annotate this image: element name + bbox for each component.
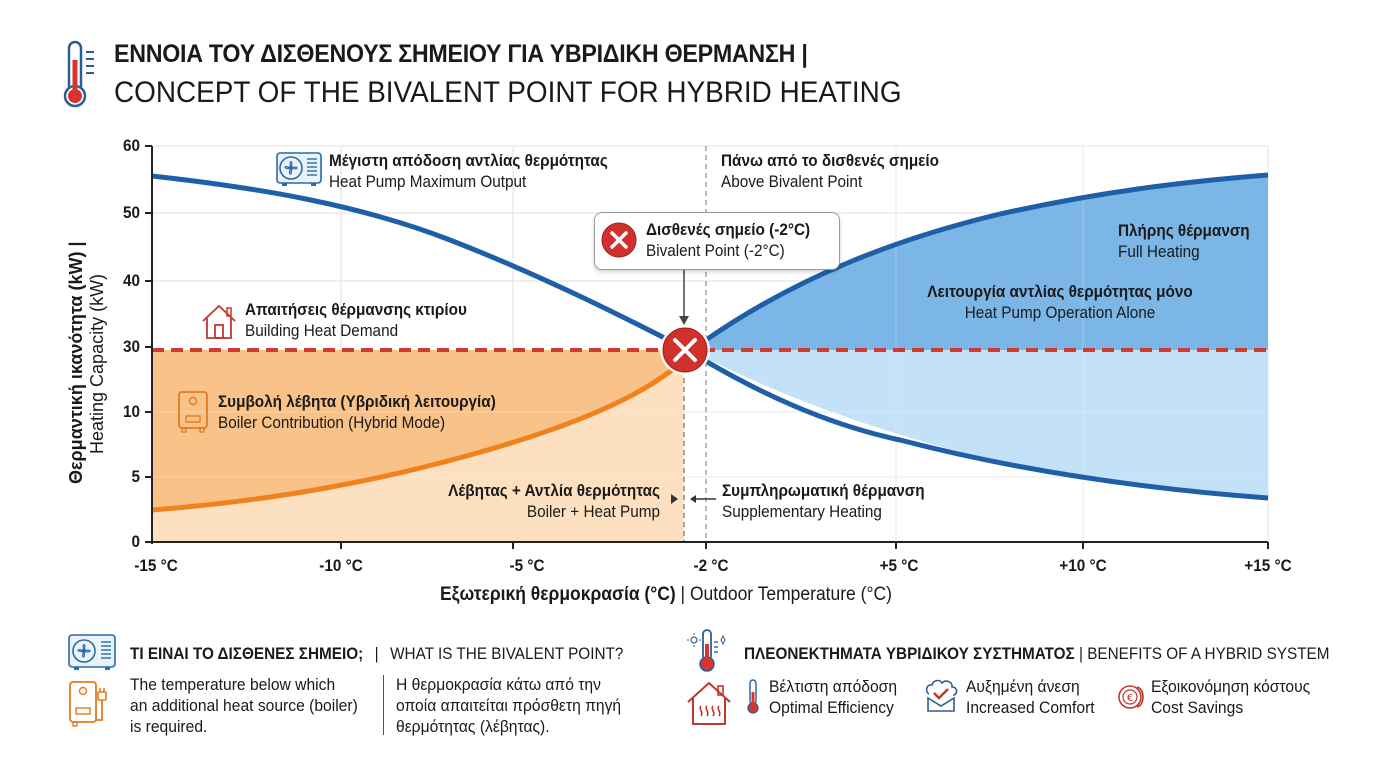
info-left-en-line3: is required. xyxy=(130,717,208,736)
info-right-heading-english: BENEFITS OF A HYBRID SYSTEM xyxy=(1087,644,1330,663)
xtick-minus2: -2 °C xyxy=(693,556,729,575)
hp-alone-english: Heat Pump Operation Alone xyxy=(964,303,1156,322)
above-bivalent-label: Πάνω από το δισθενές σημείο Above Bivale… xyxy=(721,150,963,192)
supplementary-english: Supplementary Heating xyxy=(722,502,882,521)
house-icon xyxy=(200,302,238,345)
above-bivalent-greek: Πάνω από το δισθενές σημείο xyxy=(721,151,940,170)
info-left-heading-greek: ΤΙ ΕΙΝΑΙ ΤΟ ΔΙΣΘΕΝΕΣ ΣΗΜΕΙΟ; xyxy=(130,644,364,663)
hp-max-greek: Μέγιστη απόδοση αντλίας θερμότητας xyxy=(329,151,608,170)
ytick-5: 5 xyxy=(131,467,140,486)
title-english: CONCEPT OF THE BIVALENT POINT FOR HYBRID… xyxy=(114,76,902,109)
boiler-contribution-greek: Συμβολή λέβητα (Υβριδική λειτουργία) xyxy=(218,392,496,411)
supplementary-greek: Συμπληρωματική θέρμανση xyxy=(722,481,925,500)
heat-pump-icon xyxy=(276,152,322,193)
benefit-comfort: Αυξημένη άνεση Increased Comfort xyxy=(966,676,1095,718)
boiler-contribution-english: Boiler Contribution (Hybrid Mode) xyxy=(218,413,446,432)
ytick-0: 0 xyxy=(131,532,140,551)
orange-fill-dark xyxy=(152,350,684,510)
coin-icon: € xyxy=(1117,684,1147,715)
benefit-cost: Εξοικονόμηση κόστους Cost Savings xyxy=(1151,676,1310,718)
building-demand-english: Building Heat Demand xyxy=(245,321,399,340)
info-right-heading: ΠΛΕΟΝΕΚΤΗΜΑΤΑ ΥΒΡΙΔΙΚΟΥ ΣΥΣΤΗΜΑΤΟΣ | BEN… xyxy=(744,644,1330,663)
xtick-plus5: +5 °C xyxy=(879,556,919,575)
info-left-en-line1: The temperature below which xyxy=(130,675,336,694)
full-heating-english: Full Heating xyxy=(1118,242,1200,261)
info-heat-pump-icon xyxy=(68,634,116,677)
ytick-10: 10 xyxy=(122,402,140,421)
info-right-heading-greek: ΠΛΕΟΝΕΚΤΗΜΑΤΑ ΥΒΡΙΔΙΚΟΥ ΣΥΣΤΗΜΑΤΟΣ xyxy=(744,644,1075,663)
svg-text:€: € xyxy=(1127,693,1133,704)
info-left-gr-line3: θερμότητας (λέβητας). xyxy=(396,717,550,736)
bivalent-marker-icon xyxy=(660,325,710,375)
benefits-thermometer-icon xyxy=(686,628,730,679)
hp-max-english: Heat Pump Maximum Output xyxy=(329,172,527,191)
x-axis-label-separator: | xyxy=(675,584,690,605)
xtick-minus10: -10 °C xyxy=(319,556,363,575)
info-left-gr-line2: οποία απαιτείται πρόσθετη πηγή xyxy=(396,696,622,715)
hp-max-label: Μέγιστη απόδοση αντλίας θερμότητας Heat … xyxy=(329,150,639,192)
boiler-plug-icon xyxy=(68,680,112,735)
y-axis-label-english: Heating Capacity (kW) xyxy=(87,273,107,454)
ytick-50: 50 xyxy=(122,203,140,222)
benefit-efficiency-greek: Βέλτιστη απόδοση xyxy=(769,677,898,696)
building-demand-greek: Απαιτήσεις θέρμανσης κτιρίου xyxy=(245,300,467,319)
info-left-text-greek: Η θερμοκρασία κάτω από την οποία απαιτεί… xyxy=(396,674,621,737)
info-left-text-english: The temperature below which an additiona… xyxy=(130,674,358,737)
benefit-cost-english: Cost Savings xyxy=(1151,698,1244,717)
hp-alone-greek: Λειτουργία αντλίας θερμότητας μόνο xyxy=(927,282,1193,301)
info-divider xyxy=(383,675,384,735)
header-thermometer-icon xyxy=(62,40,98,110)
efficiency-thermometer-icon xyxy=(745,678,761,721)
benefit-efficiency-english: Optimal Efficiency xyxy=(769,698,894,717)
full-heating-label: Πλήρης θέρμανση Full Heating xyxy=(1118,220,1264,262)
ytick-40: 40 xyxy=(122,271,140,290)
supplementary-label: Συμπληρωματική θέρμανση Supplementary He… xyxy=(722,480,947,522)
boiler-hp-english: Boiler + Heat Pump xyxy=(526,502,660,521)
bivalent-english: Bivalent Point (-2°C) xyxy=(646,241,785,260)
building-demand-label: Απαιτήσεις θέρμανσης κτιρίου Building He… xyxy=(245,299,492,341)
blue-fill-light xyxy=(706,350,1268,497)
benefit-comfort-english: Increased Comfort xyxy=(966,698,1095,717)
xtick-plus10: +10 °C xyxy=(1059,556,1107,575)
x-axis-label-greek: Εξωτερική θερμοκρασία (°C) xyxy=(440,584,676,605)
boiler-curve xyxy=(151,358,686,513)
boiler-icon xyxy=(177,390,209,439)
hp-alone-label: Λειτουργία αντλίας θερμότητας μόνο Heat … xyxy=(900,281,1220,323)
info-left-heading-english: WHAT IS THE BIVALENT POINT? xyxy=(390,644,624,663)
heating-house-icon xyxy=(686,680,732,731)
x-axis-label-english: Outdoor Temperature (°C) xyxy=(689,584,892,605)
benefit-efficiency: Βέλτιστη απόδοση Optimal Efficiency xyxy=(769,676,897,718)
x-circle-icon xyxy=(601,222,637,263)
boiler-hp-greek: Λέβητας + Αντλία θερμότητας xyxy=(448,481,660,500)
full-heating-greek: Πλήρης θέρμανση xyxy=(1118,221,1250,240)
bivalent-greek: Δισθενές σημείο (-2°C) xyxy=(646,220,811,239)
info-left-gr-line1: Η θερμοκρασία κάτω από την xyxy=(396,675,601,694)
blue-fill-dark xyxy=(706,175,1268,350)
comfort-check-icon xyxy=(923,678,959,719)
title-greek: ΕΝΝΟΙΑ ΤΟΥ ΔΙΣΘΕΝΟΥΣ ΣΗΜΕΙΟΥ ΓΙΑ ΥΒΡΙΔΙΚ… xyxy=(114,40,808,68)
y-axis-label: Θερμαντική ικανότητα (kW) | Heating Capa… xyxy=(66,242,108,485)
ytick-60: 60 xyxy=(122,136,140,155)
boiler-contribution-label: Συμβολή λέβητα (Υβριδική λειτουργία) Boi… xyxy=(218,391,527,433)
xtick-minus15: -15 °C xyxy=(134,556,178,575)
info-left-heading: ΤΙ ΕΙΝΑΙ ΤΟ ΔΙΣΘΕΝΕΣ ΣΗΜΕΙΟ; | WHAT IS T… xyxy=(130,644,624,663)
y-axis-label-greek: Θερμαντική ικανότητα (kW) | xyxy=(66,241,86,485)
info-left-en-line2: an additional heat source (boiler) xyxy=(130,696,358,715)
bivalent-point-label: Δισθενές σημείο (-2°C) Bivalent Point (-… xyxy=(646,219,828,261)
bivalent-point-callout: Δισθενές σημείο (-2°C) Bivalent Point (-… xyxy=(594,212,840,270)
heat-pump-rising-curve xyxy=(704,172,1269,343)
benefit-cost-greek: Εξοικονόμηση κόστους xyxy=(1151,677,1311,696)
xtick-plus15: +15 °C xyxy=(1244,556,1292,575)
x-axis-label: Εξωτερική θερμοκρασία (°C) | Outdoor Tem… xyxy=(440,584,892,606)
above-bivalent-english: Above Bivalent Point xyxy=(721,172,863,191)
xtick-minus5: -5 °C xyxy=(509,556,545,575)
boiler-hp-label: Λέβητας + Αντλία θερμότητας Boiler + Hea… xyxy=(360,480,660,522)
ytick-30: 30 xyxy=(122,337,140,356)
benefit-comfort-greek: Αυξημένη άνεση xyxy=(966,677,1080,696)
